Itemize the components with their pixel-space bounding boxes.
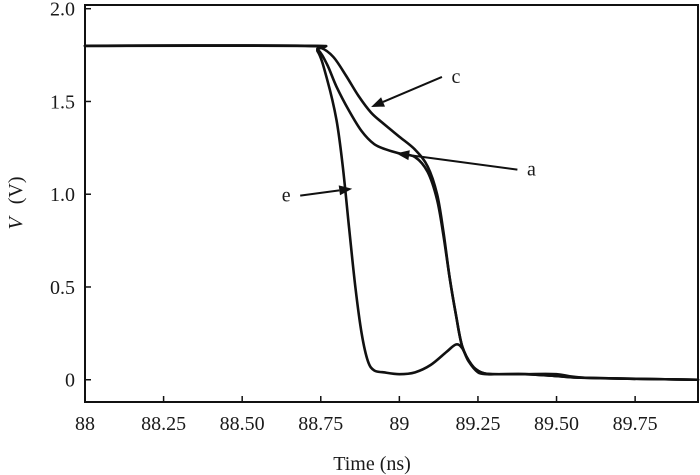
x-tick-label: 89.25 bbox=[455, 413, 500, 435]
y-tick-label: 2.0 bbox=[50, 0, 75, 21]
annotation-arrowhead-c bbox=[371, 97, 385, 107]
x-tick-label: 89.50 bbox=[534, 413, 579, 435]
y-axis-title: V (V) bbox=[5, 177, 27, 230]
annotation-label-a: a bbox=[527, 159, 536, 181]
series-line-e bbox=[83, 44, 700, 382]
y-tick-label: 0.5 bbox=[50, 277, 75, 299]
plot-frame bbox=[84, 4, 699, 403]
x-tick-label: 89 bbox=[389, 413, 409, 435]
annotation-arrowhead-a bbox=[396, 150, 410, 161]
annotation-label-c: c bbox=[451, 66, 460, 88]
annotation-arrowhead-e bbox=[338, 185, 353, 196]
y-tick-label: 0 bbox=[65, 370, 75, 392]
x-axis-title: Time (ns) bbox=[333, 453, 411, 475]
x-tick-label: 88 bbox=[75, 413, 95, 435]
y-tick-label: 1.0 bbox=[50, 184, 75, 206]
y-tick-label: 1.5 bbox=[50, 91, 75, 113]
x-tick-label: 88.50 bbox=[220, 413, 265, 435]
curves-layer bbox=[83, 44, 700, 382]
y-axis-title-unit: (V) bbox=[5, 177, 27, 205]
annotation-arrow-a bbox=[408, 154, 518, 171]
axes-layer: 88 88.25 88.50 88.75 89 89.25 89.50 89.75 0 0.5 1.… bbox=[50, 0, 658, 435]
series-line-c bbox=[83, 44, 700, 382]
x-tick-label: 88.75 bbox=[298, 413, 343, 435]
y-axis-title-symbol: V bbox=[5, 214, 27, 229]
annotation-arrow-e bbox=[300, 189, 340, 197]
series-line-a bbox=[83, 44, 700, 382]
annotation-label-e: e bbox=[282, 185, 291, 207]
x-tick-label: 88.25 bbox=[141, 413, 186, 435]
svg-text:V (V): V (V) bbox=[5, 177, 27, 230]
annotations-layer: c a e bbox=[282, 66, 536, 207]
annotation-arrow-c bbox=[382, 75, 443, 103]
x-tick-label: 89.75 bbox=[613, 413, 658, 435]
